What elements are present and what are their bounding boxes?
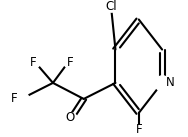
Text: F: F bbox=[66, 56, 73, 69]
Text: O: O bbox=[65, 111, 74, 124]
Text: F: F bbox=[136, 123, 142, 136]
Text: F: F bbox=[11, 92, 18, 105]
Text: Cl: Cl bbox=[105, 0, 117, 13]
Text: F: F bbox=[30, 56, 37, 69]
Text: N: N bbox=[165, 76, 174, 89]
